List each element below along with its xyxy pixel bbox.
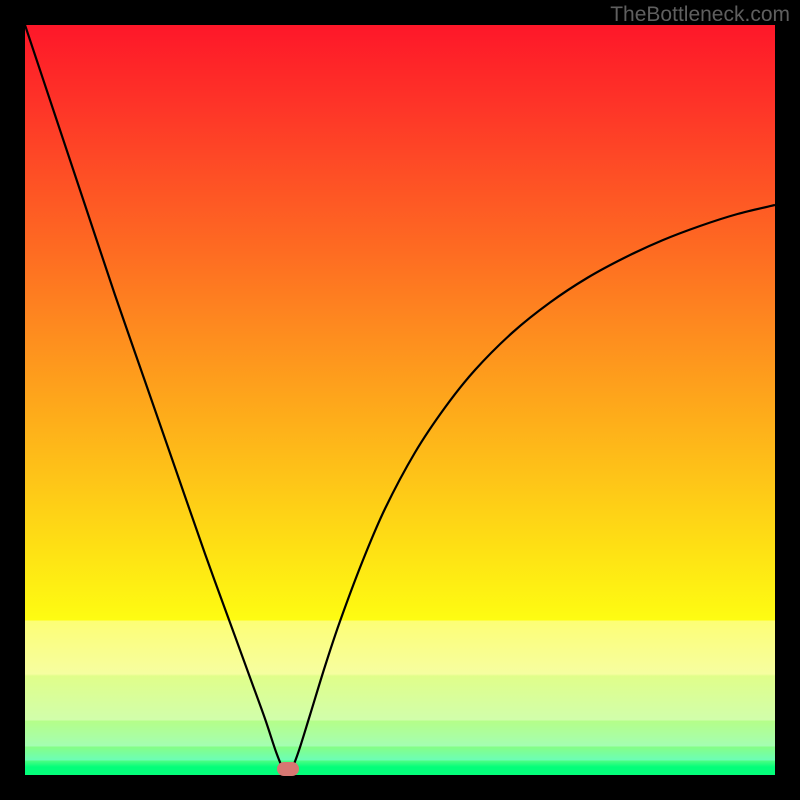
chart-frame: TheBottleneck.com [0, 0, 800, 800]
optimal-point-marker [277, 762, 299, 776]
watermark-text: TheBottleneck.com [610, 3, 790, 27]
bottleneck-curve [25, 25, 775, 775]
plot-area [25, 25, 775, 775]
